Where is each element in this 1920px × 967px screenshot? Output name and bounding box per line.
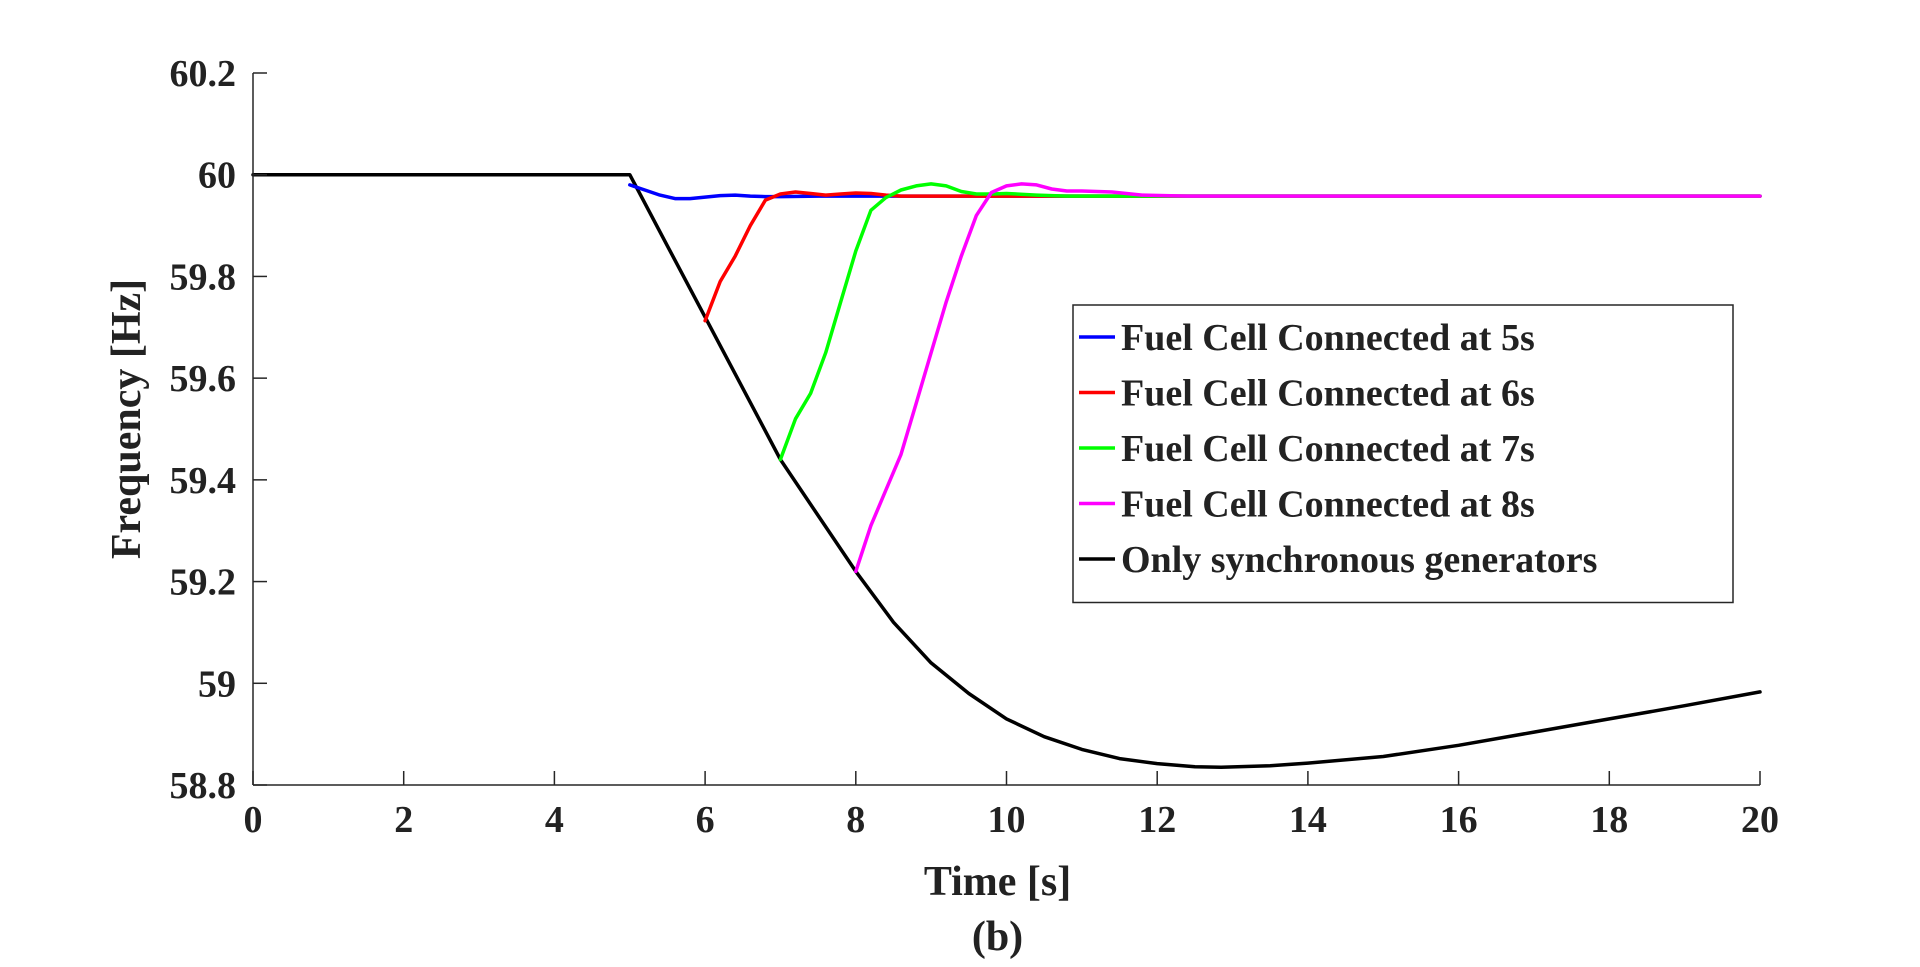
legend-label: Fuel Cell Connected at 7s <box>1121 428 1535 470</box>
y-tick-label: 58.8 <box>170 765 237 807</box>
series-line-4 <box>854 182 1762 574</box>
x-tick-label: 20 <box>1741 799 1779 841</box>
x-tick-label: 14 <box>1289 799 1327 841</box>
series-group <box>251 172 1762 769</box>
x-tick-label: 18 <box>1590 799 1628 841</box>
x-ticks: 0 2 4 6 8 10 12 14 16 18 20 <box>244 771 1779 841</box>
legend-label: Fuel Cell Connected at 8s <box>1121 484 1535 526</box>
series-line-3 <box>778 182 1762 462</box>
x-tick-label: 10 <box>988 799 1026 841</box>
series-line-2 <box>703 190 1762 323</box>
x-tick-label: 8 <box>846 799 865 841</box>
x-tick-label: 4 <box>545 799 564 841</box>
legend-label: Fuel Cell Connected at 6s <box>1121 373 1535 415</box>
x-axis-title: Time [s] <box>924 859 1071 905</box>
y-tick-label: 60 <box>198 155 236 197</box>
x-tick-label: 2 <box>394 799 413 841</box>
legend-box <box>1072 304 1734 604</box>
y-tick-label: 59.2 <box>170 562 237 604</box>
x-tick-label: 12 <box>1138 799 1176 841</box>
y-tick-label: 60.2 <box>170 53 237 95</box>
y-axis-title: Frequency [Hz] <box>104 279 150 559</box>
series-line-5 <box>251 172 1762 769</box>
y-tick-label: 59 <box>198 663 236 705</box>
y-tick-label: 59.4 <box>170 460 237 502</box>
y-tick-label: 59.8 <box>170 256 237 298</box>
x-tick-label: 6 <box>696 799 715 841</box>
y-ticks: 58.8 59 59.2 59.4 59.6 59.8 60 60.2 <box>170 53 267 807</box>
legend-label: Only synchronous generators <box>1121 539 1597 581</box>
x-tick-label: 0 <box>244 799 263 841</box>
x-tick-label: 16 <box>1440 799 1478 841</box>
figure-caption: (b) <box>972 914 1023 960</box>
legend-label: Fuel Cell Connected at 5s <box>1121 317 1535 359</box>
legend: Fuel Cell Connected at 5s Fuel Cell Conne… <box>1072 304 1734 604</box>
y-tick-label: 59.6 <box>170 358 237 400</box>
